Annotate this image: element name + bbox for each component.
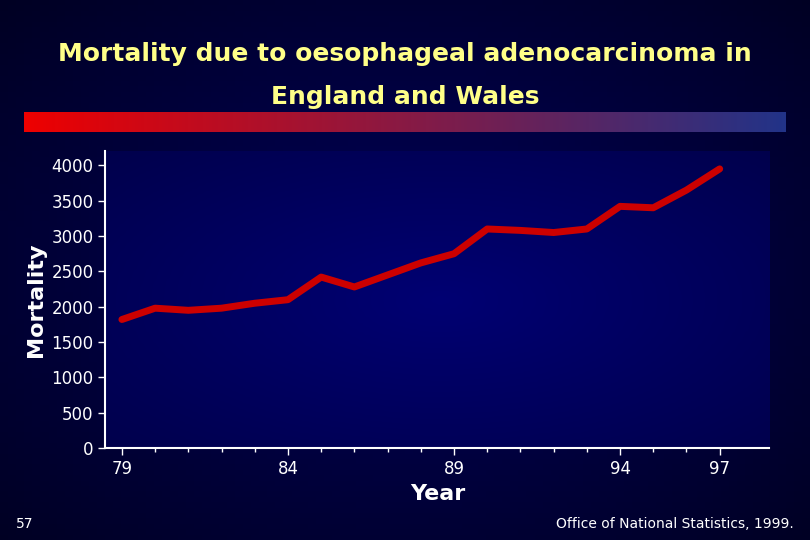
X-axis label: Year: Year — [410, 483, 465, 504]
Text: 57: 57 — [16, 517, 34, 531]
Text: Office of National Statistics, 1999.: Office of National Statistics, 1999. — [556, 517, 794, 531]
Text: England and Wales: England and Wales — [271, 85, 539, 109]
Y-axis label: Mortality: Mortality — [26, 242, 46, 357]
Text: Mortality due to oesophageal adenocarcinoma in: Mortality due to oesophageal adenocarcin… — [58, 42, 752, 66]
